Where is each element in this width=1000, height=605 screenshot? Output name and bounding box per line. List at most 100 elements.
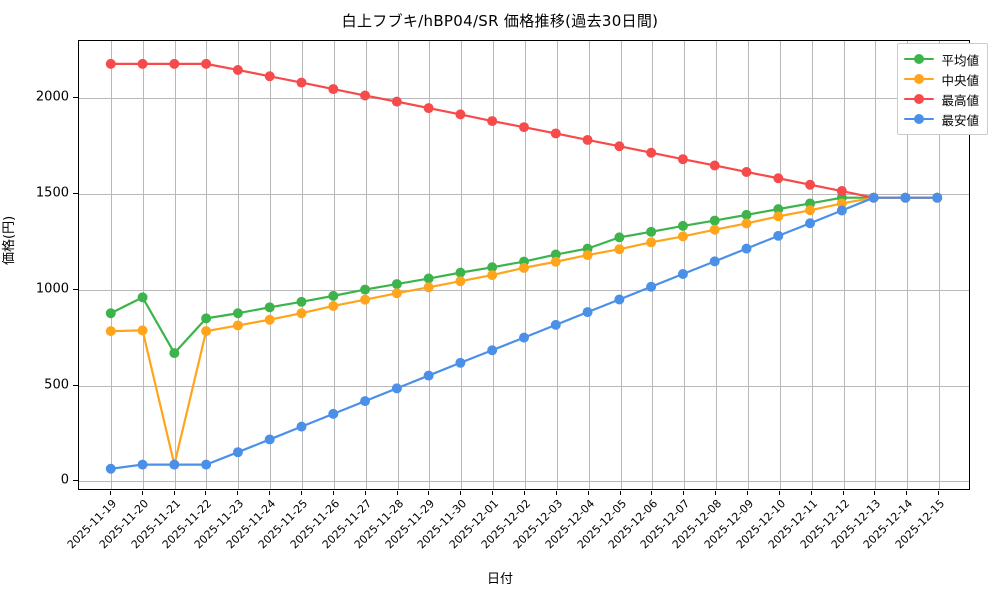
x-axis-label: 日付 — [486, 572, 513, 587]
data-point — [741, 166, 752, 177]
data-point — [455, 109, 466, 120]
grid-line-vertical — [238, 41, 240, 489]
data-point — [137, 292, 148, 303]
data-point — [677, 220, 688, 231]
x-axis-tick-mark — [683, 491, 685, 495]
x-axis-tick-mark — [524, 491, 525, 495]
data-point — [868, 192, 879, 203]
grid-line-vertical — [461, 41, 463, 489]
x-axis-tick-mark — [651, 491, 653, 495]
grid-line-horizontal — [79, 481, 969, 483]
data-point — [677, 154, 688, 165]
data-point — [550, 256, 561, 267]
data-point — [105, 58, 116, 69]
data-point — [773, 173, 784, 184]
grid-line-vertical — [333, 41, 335, 489]
grid-line-vertical — [302, 41, 303, 489]
data-point — [646, 281, 657, 292]
grid-line-vertical — [939, 41, 941, 489]
legend-swatch-icon — [904, 92, 935, 106]
legend: 平均値中央値 最高値 最安値 — [897, 43, 988, 135]
data-point — [550, 249, 561, 260]
data-point — [805, 179, 816, 190]
y-axis-tick-label: 0 — [60, 472, 69, 488]
data-point — [805, 218, 816, 229]
data-point — [836, 198, 847, 209]
x-axis-tick-mark — [364, 491, 366, 495]
grid-line-vertical — [811, 41, 813, 489]
grid-line-vertical — [748, 41, 749, 489]
data-point — [423, 273, 434, 284]
data-point — [709, 215, 720, 226]
data-point — [232, 320, 243, 331]
data-point — [805, 205, 816, 216]
legend-item-2[interactable]: 中央値 — [904, 69, 979, 89]
data-point — [360, 90, 371, 101]
x-axis-tick-mark — [938, 491, 940, 495]
legend-swatch-icon — [904, 112, 935, 126]
series-line — [109, 196, 939, 466]
y-axis-tick-mark — [73, 288, 78, 290]
data-point — [646, 237, 657, 248]
x-axis-tick-mark — [906, 491, 908, 495]
x-axis-tick-mark — [778, 491, 780, 495]
data-point — [264, 434, 275, 445]
data-point — [391, 279, 402, 290]
grid-line-horizontal — [79, 98, 969, 100]
data-point — [519, 122, 529, 133]
data-point — [137, 325, 148, 336]
y-axis-tick-label: 500 — [44, 377, 69, 393]
data-point — [836, 205, 847, 216]
page-title: 白上フブキ/hBP04/SR 価格推移(過去30日間) — [341, 12, 659, 30]
x-axis-tick-mark — [810, 491, 812, 495]
data-point — [328, 84, 339, 95]
x-axis-tick-mark — [587, 491, 589, 495]
data-point — [900, 192, 911, 203]
data-point — [105, 463, 116, 474]
legend-item-1[interactable]: 平均値 — [904, 49, 979, 69]
grid-line-vertical — [843, 41, 845, 489]
data-point — [646, 226, 657, 237]
grid-line-vertical — [142, 41, 144, 489]
data-point — [677, 231, 688, 242]
data-point — [391, 288, 402, 299]
y-axis-tick-mark — [73, 193, 78, 195]
data-point — [264, 302, 275, 313]
data-point — [487, 345, 498, 356]
data-point — [741, 209, 752, 220]
series-2 — [105, 192, 943, 470]
x-axis-tick-mark — [396, 491, 398, 495]
legend-item-3[interactable]: 最高値 — [904, 89, 979, 109]
data-point — [232, 447, 243, 458]
series-4 — [105, 192, 943, 474]
grid-line-vertical — [684, 41, 686, 489]
data-point — [137, 459, 148, 470]
data-point — [614, 244, 625, 255]
grid-line-vertical — [620, 41, 622, 489]
x-axis-tick-mark — [205, 491, 207, 495]
grid-line-vertical — [907, 41, 909, 489]
x-axis-tick-mark — [332, 491, 334, 495]
data-point — [137, 58, 148, 69]
legend-item-4[interactable]: 最安値 — [904, 109, 979, 129]
series-lines — [105, 58, 943, 474]
data-point — [805, 198, 816, 209]
grid-line-horizontal — [79, 385, 969, 387]
legend-label: 中央値 — [941, 72, 979, 88]
data-point — [105, 308, 116, 319]
x-axis-tick-mark — [715, 491, 717, 495]
data-point — [709, 224, 720, 235]
data-point — [201, 58, 212, 69]
x-axis-tick-mark — [619, 491, 621, 495]
data-point — [201, 326, 212, 337]
x-axis-tick-mark — [428, 491, 430, 495]
y-axis-tick-label: 1000 — [35, 281, 69, 297]
data-point — [232, 308, 243, 319]
data-point — [201, 313, 212, 324]
data-point — [296, 308, 307, 319]
grid-line-vertical — [206, 41, 208, 489]
x-axis-tick-mark — [460, 491, 462, 495]
data-point — [296, 421, 307, 432]
grid-line-horizontal — [79, 194, 969, 196]
